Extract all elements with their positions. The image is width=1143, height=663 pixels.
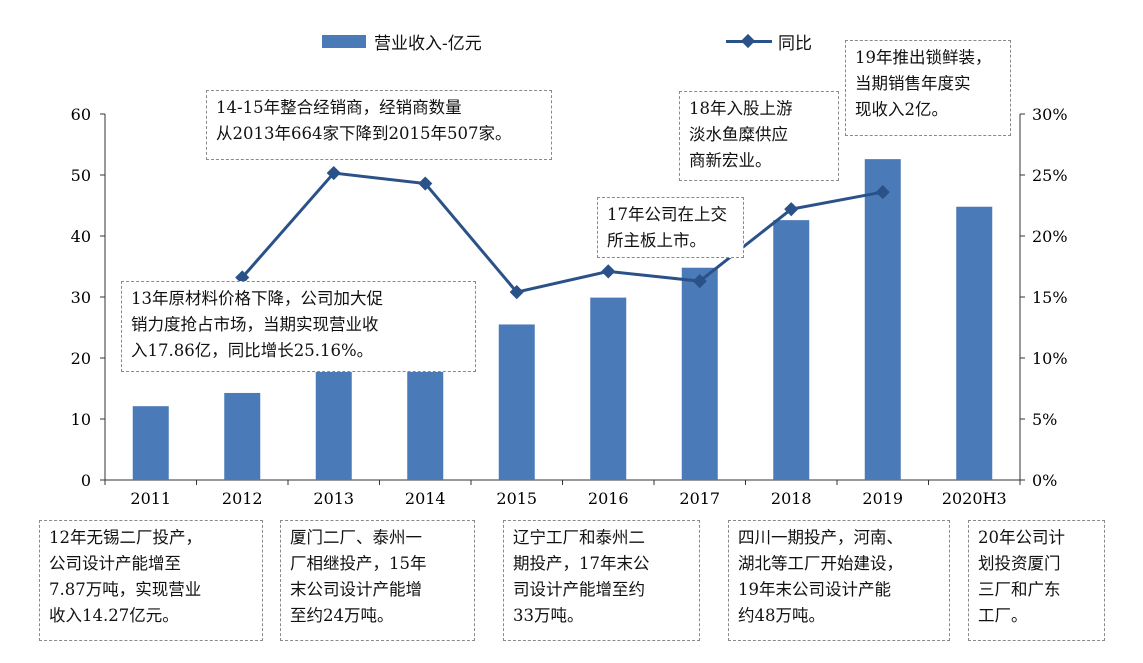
yoy-point xyxy=(692,274,707,289)
annotation-line: 期投产，17年末公 xyxy=(513,554,650,573)
annotation-line: 18年入股上游 xyxy=(689,99,793,118)
annotation-2014-dealers: 14-15年整合经销商，经销商数量 从2013年664家下降到2015年507家… xyxy=(206,90,552,160)
y-left-tick-label: 0 xyxy=(81,471,91,490)
legend-item-revenue: 营业收入-亿元 xyxy=(322,28,482,54)
x-tick-label: 2011 xyxy=(130,489,171,508)
y-left-tick-label: 50 xyxy=(71,166,91,185)
y-left-tick-label: 60 xyxy=(71,105,91,124)
annotation-line: 33万吨。 xyxy=(513,606,584,625)
yoy-line xyxy=(241,171,884,294)
yoy-point xyxy=(509,285,524,300)
y-left-tick-label: 20 xyxy=(71,349,91,368)
bar-series-revenue xyxy=(132,159,993,480)
annotation-line: 湖北等工厂开始建设， xyxy=(738,554,903,573)
x-tick-label: 2012 xyxy=(222,489,263,508)
annotation-bottom-5: 20年公司计 划投资厦门 三厂和广东 工厂。 xyxy=(968,520,1105,641)
bar xyxy=(864,159,901,480)
annotation-line: 销力度抢占市场，当期实现营业收 xyxy=(131,315,379,334)
annotation-line: 19年推出锁鲜装， xyxy=(855,48,992,67)
annotation-line: 四川一期投产，河南、 xyxy=(738,528,903,547)
annotation-line: 12年无锡二厂投产， xyxy=(49,528,202,547)
bar xyxy=(773,220,810,480)
annotation-line: 20年公司计 xyxy=(978,528,1065,547)
legend-label-yoy: 同比 xyxy=(778,33,812,54)
y-right-tick-label: 15% xyxy=(1032,288,1068,307)
y-right-tick-label: 20% xyxy=(1032,227,1068,246)
yoy-point xyxy=(601,264,616,279)
yoy-point xyxy=(326,165,341,181)
annotation-2017-listing: 17年公司在上交 所主板上市。 xyxy=(597,197,744,258)
annotation-line: 入17.86亿，同比增长25.16%。 xyxy=(131,341,374,360)
yoy-point xyxy=(784,202,799,217)
legend-line-swatch xyxy=(726,34,772,48)
annotation-line: 约48万吨。 xyxy=(738,606,825,625)
y-right-tick-label: 30% xyxy=(1032,105,1068,124)
legend-bar-swatch xyxy=(322,34,366,48)
x-tick-label: 2015 xyxy=(496,489,537,508)
y-left-tick-label: 40 xyxy=(71,227,91,246)
tick-labels: 0 0% 10 5% 20 10% 30 15% 40 20% 50 25% 60 30% 2011 2012… xyxy=(71,105,1068,508)
annotation-line: 收入14.27亿元。 xyxy=(49,606,179,625)
annotation-line: 末公司设计产能增 xyxy=(290,580,422,599)
annotation-bottom-4: 四川一期投产，河南、 湖北等工厂开始建设， 19年末公司设计产能 约48万吨。 xyxy=(728,520,950,641)
annotation-line: 划投资厦门 xyxy=(978,554,1061,573)
y-right-tick-label: 0% xyxy=(1032,471,1057,490)
annotation-line: 辽宁工厂和泰州二 xyxy=(513,528,645,547)
annotation-line: 13年原材料价格下降，公司加大促 xyxy=(131,289,383,308)
annotation-line: 19年末公司设计产能 xyxy=(738,580,891,599)
annotation-line: 司设计产能增至约 xyxy=(513,580,645,599)
bar xyxy=(590,297,627,480)
x-tick-label: 2017 xyxy=(679,489,720,508)
x-tick-label: 2020H3 xyxy=(942,489,1007,508)
x-tick-label: 2019 xyxy=(862,489,903,508)
annotation-line: 公司设计产能增至 xyxy=(49,554,181,573)
x-tick-label: 2013 xyxy=(313,489,354,508)
annotation-line: 当期销售年度实 xyxy=(855,74,971,93)
annotation-line: 三厂和广东 xyxy=(978,580,1061,599)
annotation-2013-revenue: 13年原材料价格下降，公司加大促 销力度抢占市场，当期实现营业收 入17.86亿… xyxy=(121,281,476,372)
y-left-tick-label: 10 xyxy=(71,410,91,429)
annotation-line: 从2013年664家下降到2015年507家。 xyxy=(216,124,512,143)
annotation-line: 7.87万吨，实现营业 xyxy=(49,580,202,599)
bar xyxy=(315,371,352,480)
bar xyxy=(681,267,718,480)
y-right-tick-label: 25% xyxy=(1032,166,1068,185)
yoy-point xyxy=(875,185,890,200)
x-tick-label: 2016 xyxy=(588,489,629,508)
annotation-line: 17年公司在上交 xyxy=(607,205,727,224)
legend-label-revenue: 营业收入-亿元 xyxy=(374,33,482,54)
annotation-line: 14-15年整合经销商，经销商数量 xyxy=(216,98,462,117)
annotation-line: 工厂。 xyxy=(978,606,1028,625)
annotation-2019-product: 19年推出锁鲜装， 当期销售年度实 现收入2亿。 xyxy=(845,40,1011,136)
annotation-line: 厂相继投产，15年 xyxy=(290,554,427,573)
bar xyxy=(132,406,169,480)
legend-item-yoy: 同比 xyxy=(726,28,812,54)
annotation-bottom-1: 12年无锡二厂投产， 公司设计产能增至 7.87万吨，实现营业 收入14.27亿… xyxy=(39,520,263,641)
annotation-line: 至约24万吨。 xyxy=(290,606,394,625)
annotation-line: 所主板上市。 xyxy=(607,231,706,250)
bar xyxy=(498,324,535,480)
annotation-2018-supplier: 18年入股上游 淡水鱼糜供应 商新宏业。 xyxy=(679,91,839,181)
annotation-line: 现收入2亿。 xyxy=(855,100,948,119)
bar xyxy=(224,392,261,480)
bar xyxy=(956,206,993,480)
annotation-bottom-2: 厦门二厂、泰州一 厂相继投产，15年 末公司设计产能增 至约24万吨。 xyxy=(280,520,475,641)
y-right-tick-label: 5% xyxy=(1032,410,1057,429)
y-left-tick-label: 30 xyxy=(71,288,91,307)
annotation-bottom-3: 辽宁工厂和泰州二 期投产，17年末公 司设计产能增至约 33万吨。 xyxy=(503,520,700,641)
annotation-line: 淡水鱼糜供应 xyxy=(689,125,788,144)
y-right-tick-label: 10% xyxy=(1032,349,1068,368)
yoy-point xyxy=(418,176,433,191)
annotation-line: 厦门二厂、泰州一 xyxy=(290,528,422,547)
annotation-line: 商新宏业。 xyxy=(689,151,772,170)
x-tick-label: 2014 xyxy=(405,489,446,508)
x-tick-label: 2018 xyxy=(771,489,812,508)
